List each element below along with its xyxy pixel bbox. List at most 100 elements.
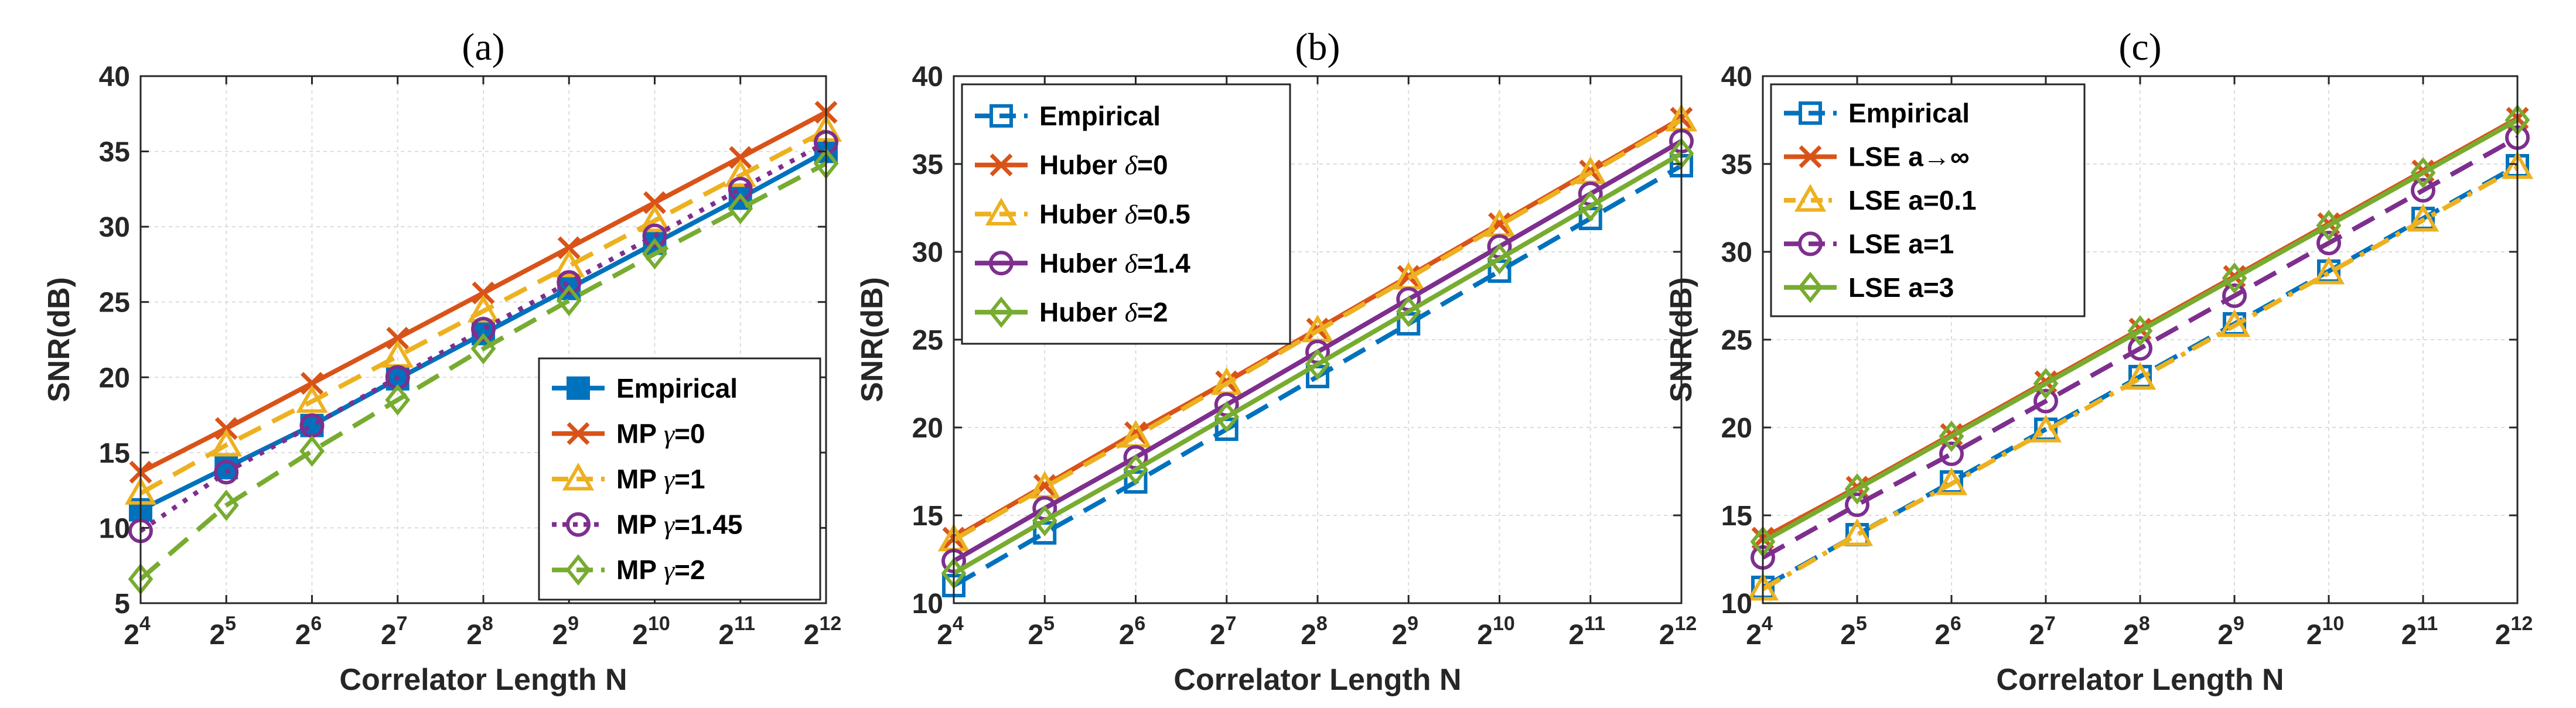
x-tick-base: 2 (1746, 620, 1762, 651)
y-tick-label: 20 (99, 362, 130, 394)
legend-label-part: Huber (1039, 248, 1125, 278)
y-tick-label: 30 (99, 212, 130, 243)
legend-label: MP γ=1 (616, 464, 705, 494)
x-tick-exponent: 8 (1316, 613, 1328, 635)
data-point (2127, 315, 2153, 347)
data-point (639, 204, 671, 232)
legend-entry: Huber δ=2 (975, 296, 1168, 328)
data-point (385, 384, 411, 416)
x-tick-base: 2 (718, 620, 734, 651)
x-tick-label: 210 (632, 613, 670, 651)
x-tick-label: 29 (552, 613, 579, 651)
legend-entry: MP γ=2 (552, 554, 705, 586)
data-point (2218, 309, 2251, 337)
data-point (1845, 492, 1869, 517)
legend-entry: LSE a=0.1 (1784, 183, 1977, 216)
y-tick-label: 10 (99, 513, 130, 544)
legend-label: Empirical (616, 373, 738, 403)
legend-label-part: MP (616, 464, 664, 494)
legend-marker (985, 197, 1018, 225)
data-point (2222, 283, 2247, 308)
legend-label: Huber δ=0.5 (1039, 199, 1190, 230)
x-tick-exponent: 5 (1043, 613, 1055, 635)
x-tick-exponent: 12 (1674, 613, 1697, 635)
legend-box (1770, 83, 2086, 317)
x-tick-base: 2 (2123, 620, 2139, 651)
data-point (214, 460, 239, 485)
x-tick-label: 27 (2029, 613, 2056, 651)
x-tick-base: 2 (1119, 620, 1135, 651)
data-point (301, 372, 323, 395)
x-tick-label: 26 (1119, 613, 1146, 651)
x-tick-exponent: 6 (311, 613, 322, 635)
legend-marker (989, 251, 1014, 276)
legend-marker (988, 296, 1014, 328)
x-tick-exponent: 5 (225, 613, 236, 635)
y-tick-label: 30 (1721, 237, 1752, 268)
legend-label-part: LSE a=1 (1848, 228, 1954, 259)
data-point (642, 238, 667, 270)
x-tick-exponent: 9 (1407, 613, 1418, 635)
x-tick-label: 24 (124, 613, 151, 651)
x-tick-base: 2 (1840, 620, 1856, 651)
legend-label-part: =2 (1137, 297, 1168, 327)
chart-title: (b) (1295, 26, 1340, 69)
series-line (1762, 118, 2519, 544)
x-tick-base: 2 (209, 620, 225, 651)
x-tick-base: 2 (466, 620, 482, 651)
x-tick-exponent: 9 (2233, 613, 2244, 635)
data-point (1935, 467, 1968, 495)
legend-label-part: LSE a→∞ (1848, 142, 1970, 172)
legend-label-part: =0 (674, 418, 705, 449)
legend-label: LSE a→∞ (1848, 142, 1970, 172)
legend-label-part: LSE a=3 (1848, 272, 1954, 303)
legend-entry: Huber δ=0 (975, 150, 1168, 180)
series-5 (941, 138, 1694, 589)
legend-label: Huber δ=0 (1039, 150, 1168, 180)
legend-marker (1797, 271, 1823, 303)
chart-1: 24 25 26 27 28 29 210 211 212510152025303540Corr… (42, 26, 842, 697)
x-tick-label: 24 (1746, 613, 1773, 651)
x-tick-exponent: 12 (819, 613, 841, 635)
y-tick-label: 25 (912, 325, 943, 356)
legend-marker (1798, 231, 1823, 256)
x-tick-base: 2 (2495, 620, 2511, 651)
data-point (299, 435, 325, 467)
legend-label-part: Huber (1039, 150, 1125, 180)
legend-label-part: =1.45 (674, 509, 742, 540)
data-point (1844, 473, 1870, 505)
legend-marker (990, 153, 1013, 177)
x-tick-label: 212 (804, 613, 842, 651)
data-point (557, 236, 581, 259)
data-point (1305, 348, 1330, 380)
legend-entry: Empirical (975, 101, 1161, 131)
x-tick-exponent: 8 (482, 613, 493, 635)
legend-label-part: MP (616, 418, 664, 449)
x-tick-label: 210 (2307, 613, 2345, 651)
legend-label: LSE a=3 (1848, 272, 1954, 303)
series-2 (129, 101, 838, 484)
y-tick-label: 25 (99, 288, 130, 319)
data-point (1032, 505, 1057, 536)
data-point (2128, 336, 2152, 361)
series-3 (1746, 151, 2534, 601)
x-tick-base: 2 (2217, 620, 2233, 651)
data-point (2033, 389, 2058, 413)
legend-label-part: =1.4 (1137, 248, 1190, 278)
x-tick-label: 25 (209, 613, 236, 651)
x-tick-exponent: 12 (2510, 613, 2533, 635)
legend-marker (990, 104, 1013, 128)
data-point (2029, 414, 2062, 443)
legend-label-part: MP (616, 555, 664, 585)
series-3 (124, 114, 842, 505)
series-line (139, 140, 827, 533)
data-point (729, 146, 752, 169)
x-tick-label: 28 (1301, 613, 1328, 651)
legend-label-part: γ (664, 555, 675, 585)
data-point (1214, 401, 1240, 433)
legend-entry: LSE a=1 (1784, 228, 1954, 259)
x-tick-base: 2 (937, 620, 953, 651)
data-point (2316, 210, 2342, 241)
data-point (2124, 361, 2157, 390)
